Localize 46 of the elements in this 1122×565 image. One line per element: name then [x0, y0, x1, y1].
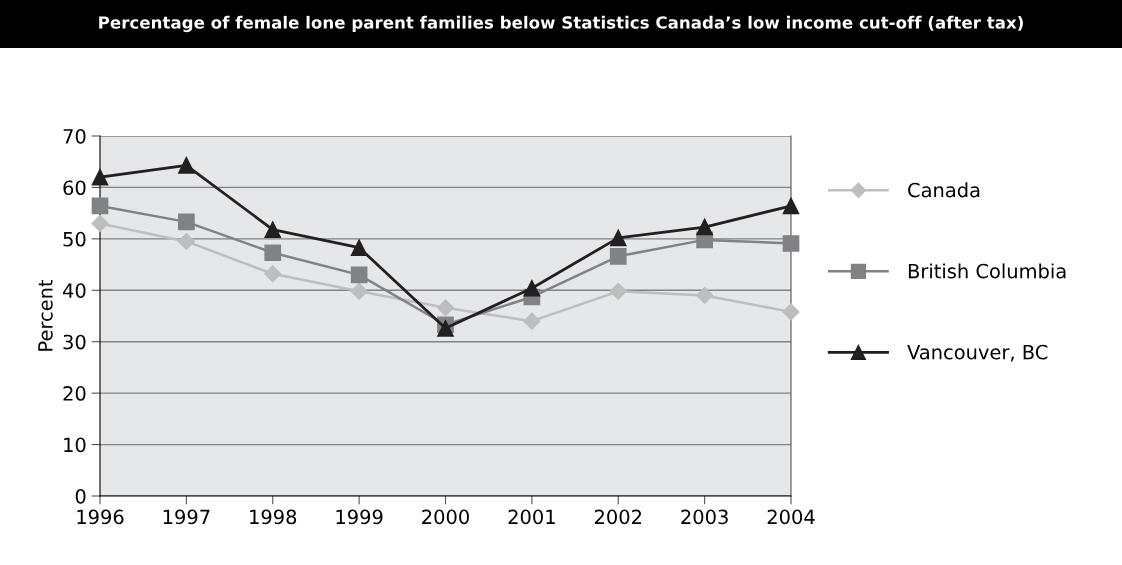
point	[178, 156, 195, 174]
y-tick-label: 20	[63, 386, 86, 401]
x-tick-label: 1998	[250, 509, 297, 525]
y-tick-label: 40	[63, 283, 86, 298]
x-tick-label: 2003	[681, 509, 728, 525]
point	[437, 320, 454, 337]
y-tick-label: 30	[63, 334, 86, 350]
y-tick-label: 70	[63, 128, 86, 144]
y-tick-label: 0	[75, 488, 86, 504]
legend-label: Canada	[908, 182, 980, 198]
point	[609, 282, 627, 300]
point	[264, 244, 282, 262]
y-tick-label: 60	[63, 180, 86, 196]
point	[782, 303, 800, 321]
point	[782, 235, 800, 252]
x-tick-label: 1997	[163, 509, 210, 525]
x-tick-label: 2000	[422, 509, 469, 525]
point	[177, 232, 195, 250]
point	[178, 213, 195, 231]
point	[609, 248, 627, 265]
y-tick-label: 10	[64, 437, 86, 453]
point	[436, 299, 455, 317]
point	[696, 218, 713, 236]
point	[782, 197, 800, 215]
point	[350, 266, 368, 284]
point	[523, 312, 541, 330]
x-tick-label: 2002	[594, 509, 642, 525]
point	[91, 168, 109, 186]
legend-label: Vancouver, BC	[907, 344, 1048, 362]
x-tick-label: 1999	[336, 509, 383, 525]
x-tick-label: 2001	[508, 509, 555, 525]
point	[696, 286, 714, 304]
x-tick-label: 2004	[767, 509, 815, 525]
point	[350, 282, 368, 300]
point	[264, 221, 282, 238]
legend-label: British Columbia	[908, 263, 1066, 279]
y-axis-title: Percent	[38, 279, 53, 351]
point	[350, 239, 368, 256]
point	[523, 279, 541, 297]
point	[91, 197, 109, 215]
point	[264, 265, 282, 283]
chart-title: Percentage of female lone parent families below Statistics Canada’s low income cut-off (after tax)	[99, 15, 1023, 33]
point	[609, 229, 627, 247]
y-tick-label: 50	[63, 231, 86, 247]
x-tick-label: 1996	[77, 509, 124, 525]
point	[91, 214, 109, 232]
